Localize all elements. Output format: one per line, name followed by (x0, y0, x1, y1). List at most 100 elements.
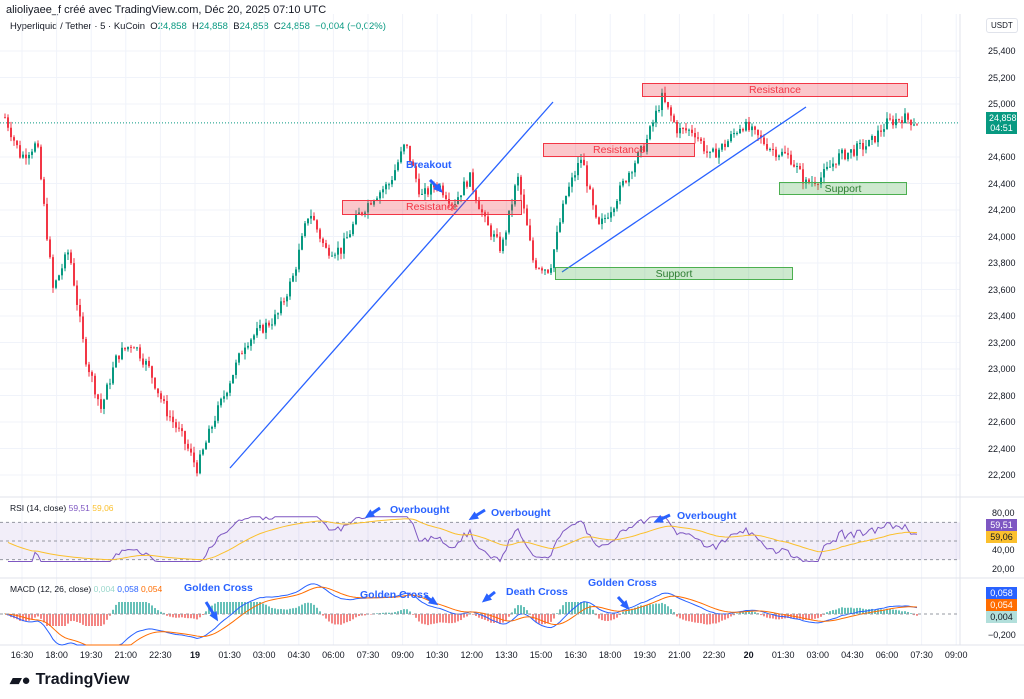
last-price-tag: 24,858 04:51 (986, 112, 1017, 134)
candle (817, 184, 819, 186)
candle (625, 180, 627, 183)
candle (454, 203, 456, 205)
macd-histogram-bar (325, 614, 327, 619)
macd-histogram-bar (814, 614, 816, 619)
price-tick: 24,400 (988, 178, 1016, 189)
macd-histogram-bar (418, 614, 420, 622)
macd-histogram-bar (187, 614, 189, 619)
macd-histogram-bar (649, 604, 651, 614)
macd-histogram-bar (232, 602, 234, 614)
macd-histogram-bar (913, 614, 915, 616)
candle (445, 195, 447, 199)
candle (556, 231, 558, 250)
candle (766, 144, 768, 150)
macd-histogram-bar (430, 614, 432, 625)
candle (613, 208, 615, 213)
macd-histogram-bar (550, 614, 552, 622)
arrow-icon (364, 509, 375, 519)
macd-histogram-bar (28, 614, 30, 621)
resistance-zone: Resistance (342, 200, 522, 215)
candle (568, 186, 570, 196)
macd-histogram-bar (739, 612, 741, 614)
tradingview-logo[interactable]: ▰● TradingView (10, 671, 130, 689)
candle (325, 243, 327, 248)
macd-histogram-bar (628, 609, 630, 614)
candle (232, 374, 234, 384)
macd-histogram-bar (877, 609, 879, 614)
macd-histogram-bar (493, 614, 495, 623)
macd-histogram-bar (163, 612, 165, 614)
candle (136, 347, 138, 349)
candle (79, 304, 81, 317)
candle (154, 377, 156, 389)
candle (733, 133, 735, 135)
currency-button[interactable]: USDT (986, 18, 1018, 33)
candle (526, 208, 528, 226)
macd-histogram-bar (592, 609, 594, 614)
candle (238, 353, 240, 363)
macd-histogram-bar (700, 614, 702, 624)
candle (739, 129, 741, 134)
macd-histogram-bar (568, 602, 570, 614)
macd-histogram-bar (904, 611, 906, 614)
candle (373, 200, 375, 205)
macd-histogram-bar (754, 612, 756, 614)
candle (535, 260, 537, 269)
candle (562, 203, 564, 223)
macd-histogram-bar (457, 614, 459, 622)
candle (745, 121, 747, 131)
macd-histogram-bar (733, 614, 735, 616)
macd-histogram-bar (205, 611, 207, 614)
macd-histogram-bar (388, 612, 390, 614)
chart-header: alioliyaee_f créé avec TradingView.com, … (6, 4, 327, 16)
golden-cross-label: Golden Cross (184, 582, 253, 594)
macd-histogram-bar (871, 608, 873, 614)
macd-histogram-bar (664, 604, 666, 614)
macd-histogram-bar (376, 613, 378, 614)
time-tick: 20 (743, 650, 754, 660)
macd-histogram-bar (154, 608, 156, 614)
candle (757, 129, 759, 136)
macd-histogram-bar (265, 604, 267, 614)
candle (382, 189, 384, 193)
time-tick: 19 (189, 650, 201, 660)
candle (4, 117, 6, 119)
candle (808, 179, 810, 183)
macd-histogram-bar (304, 603, 306, 614)
macd-histogram-bar (343, 614, 345, 624)
macd-histogram-bar (148, 603, 150, 614)
macd-histogram-bar (313, 604, 315, 614)
brand-name: TradingView (35, 671, 130, 688)
candle (175, 422, 177, 428)
symbol-name[interactable]: Hyperliquid / Tether · 5 · KuCoin (10, 21, 145, 32)
candle (754, 126, 756, 130)
macd-histogram-bar (97, 614, 99, 626)
candle (61, 268, 63, 276)
macd-histogram-bar (643, 605, 645, 614)
candle (862, 142, 864, 150)
candle (880, 130, 882, 132)
macd-histogram-bar (451, 614, 453, 624)
candle (724, 143, 726, 147)
breakout-label: Breakout (406, 159, 452, 171)
candle (544, 269, 546, 271)
macd-histogram-bar (826, 612, 828, 614)
candle (688, 129, 690, 131)
time-tick: 06:00 (875, 650, 899, 660)
macd-histogram-bar (847, 607, 849, 614)
candle (820, 177, 822, 185)
candle (868, 139, 870, 147)
candle (667, 102, 669, 108)
macd-histogram-bar (508, 614, 510, 617)
macd-histogram-bar (397, 611, 399, 614)
macd-histogram-bar (100, 614, 102, 626)
candle (100, 399, 102, 409)
macd-histogram-bar (4, 613, 6, 614)
candle (781, 151, 783, 156)
candle (244, 347, 246, 354)
macd-histogram-bar (73, 614, 75, 621)
macd-histogram-bar (268, 606, 270, 614)
candle (886, 118, 888, 130)
rsi-value: 59,51 (68, 503, 90, 513)
